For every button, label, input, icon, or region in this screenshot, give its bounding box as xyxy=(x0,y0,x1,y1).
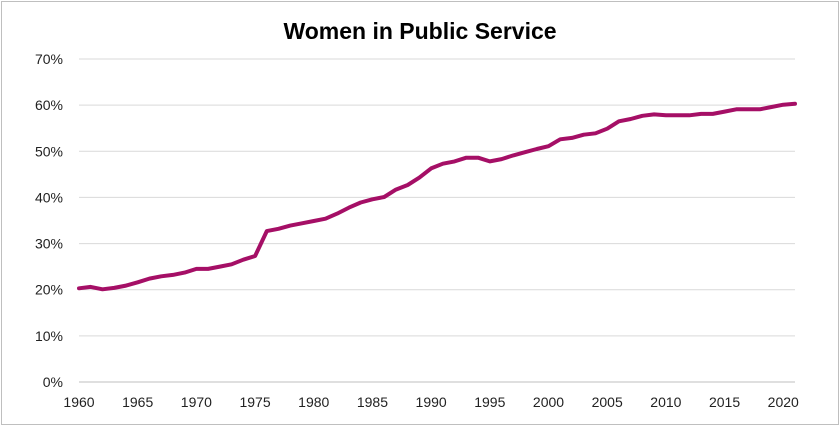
series-line xyxy=(77,101,797,292)
y-tick-label: 50% xyxy=(35,143,63,159)
x-tick-label: 2015 xyxy=(709,394,740,410)
x-tick-label: 2000 xyxy=(533,394,564,410)
x-tick-label: 1965 xyxy=(122,394,153,410)
y-tick-label: 10% xyxy=(35,328,63,344)
y-tick-label: 0% xyxy=(43,374,63,390)
y-tick-label: 70% xyxy=(35,51,63,67)
x-tick-label: 1960 xyxy=(63,394,94,410)
x-tick-label: 2020 xyxy=(768,394,799,410)
x-tick-label: 1990 xyxy=(416,394,447,410)
x-tick-label: 1985 xyxy=(357,394,388,410)
y-tick-label: 40% xyxy=(35,189,63,205)
x-tick-label: 1975 xyxy=(239,394,270,410)
y-tick-label: 20% xyxy=(35,282,63,298)
x-tick-label: 1995 xyxy=(474,394,505,410)
x-tick-label: 2005 xyxy=(592,394,623,410)
x-tick-label: 2010 xyxy=(650,394,681,410)
chart-title: Women in Public Service xyxy=(283,18,557,44)
x-tick-label: 1970 xyxy=(181,394,212,410)
x-tick-label: 1980 xyxy=(298,394,329,410)
y-tick-label: 30% xyxy=(35,236,63,252)
y-tick-label: 60% xyxy=(35,97,63,113)
